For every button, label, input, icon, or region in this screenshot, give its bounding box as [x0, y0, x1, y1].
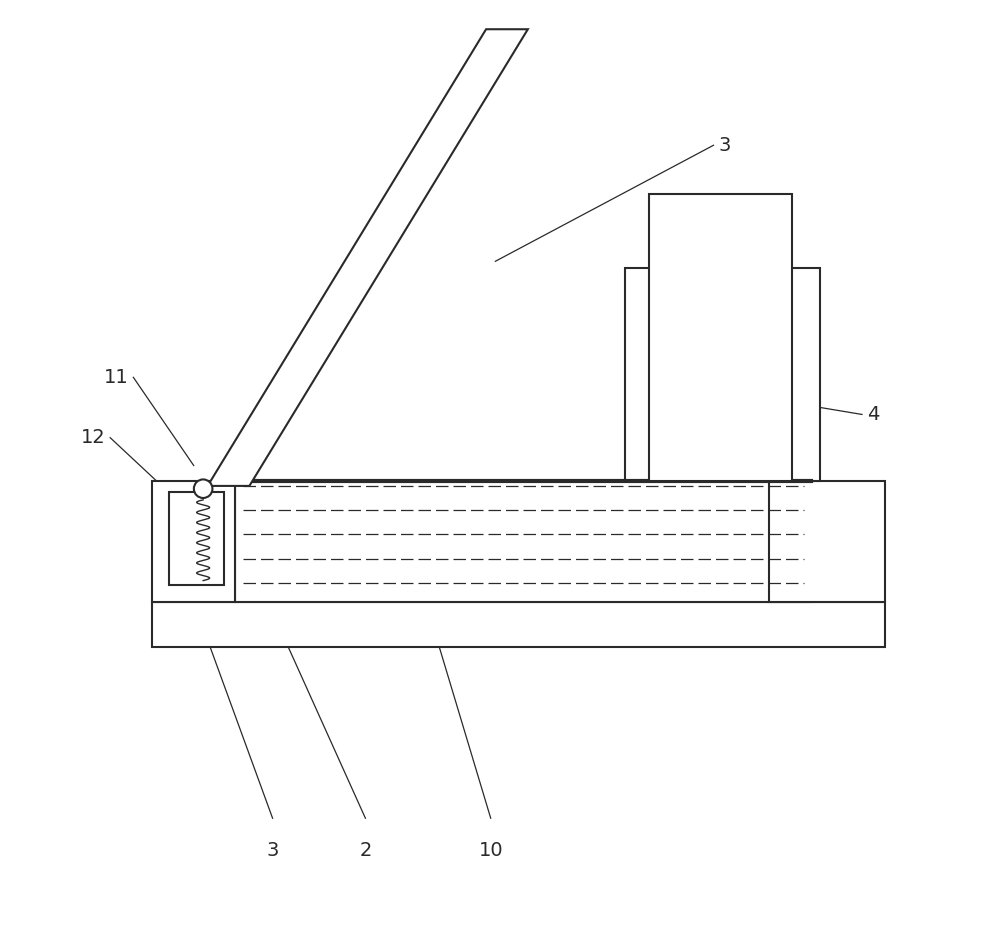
Bar	[169, 492, 224, 586]
Bar	[235, 481, 811, 602]
Text: 2: 2	[359, 842, 372, 860]
Text: 12: 12	[81, 428, 106, 447]
Circle shape	[194, 479, 212, 498]
Text: 3: 3	[718, 136, 731, 155]
Bar	[625, 268, 820, 481]
Bar	[152, 602, 885, 646]
Bar	[649, 194, 792, 481]
Bar	[152, 481, 235, 602]
Text: 4: 4	[867, 405, 879, 424]
Text: 3: 3	[266, 842, 279, 860]
Text: 10: 10	[478, 842, 503, 860]
Polygon shape	[208, 29, 528, 486]
Text: 11: 11	[104, 368, 129, 386]
Bar	[769, 481, 885, 602]
